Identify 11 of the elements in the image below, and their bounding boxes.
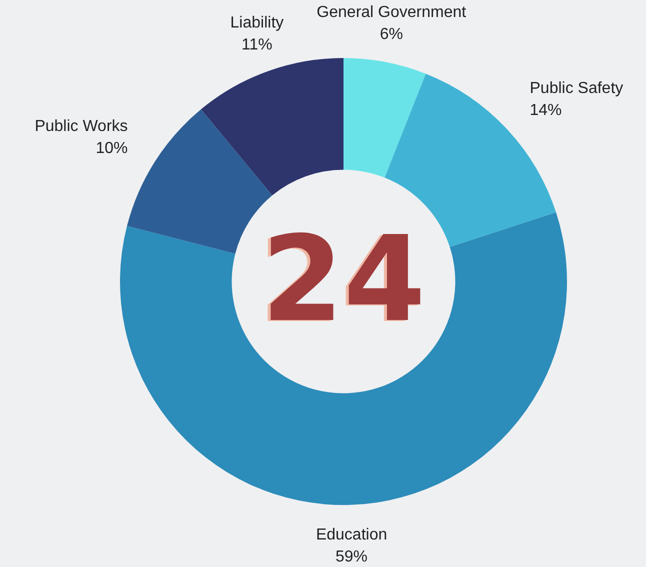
slice-label: General Government [316,4,467,21]
slice-label: Public Safety [530,80,624,98]
data-label: 59% [336,548,368,566]
slice-label: Public Works [34,118,128,136]
slice-label: Liability [230,14,284,32]
data-label: 10% [96,140,128,158]
data-label: 14% [530,102,562,120]
slice-label: Education [316,526,388,544]
data-label: 11% [242,36,272,54]
data-label: 6% [380,26,403,43]
text: 24 [261,210,426,348]
